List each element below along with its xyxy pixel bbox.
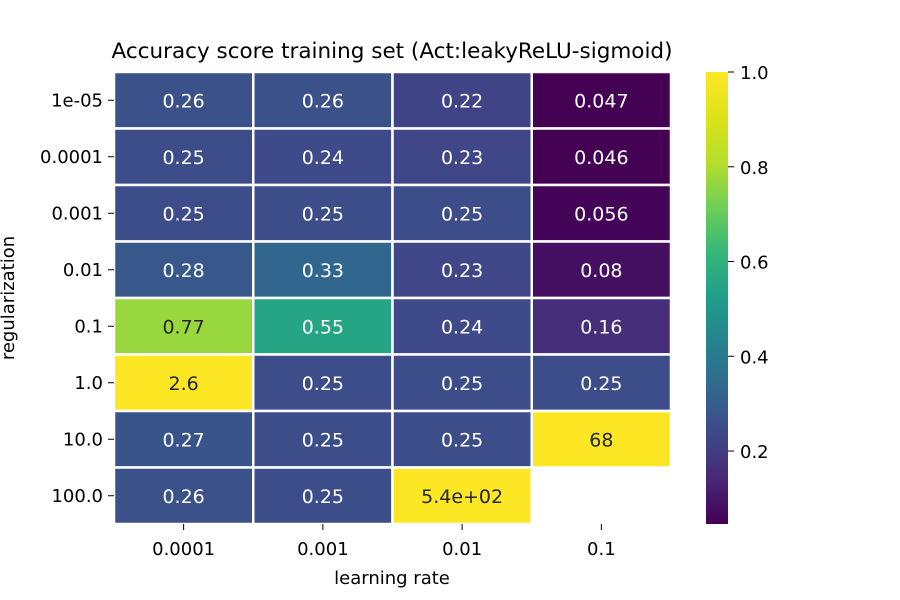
cell-value-label: 68	[589, 429, 613, 451]
cell-value-label: 2.6	[169, 373, 199, 395]
x-tick-label: 0.001	[297, 539, 349, 560]
cell-value-label: 0.26	[162, 486, 204, 508]
y-tick-label: 0.001	[51, 203, 103, 224]
heatmap-cell	[530, 70, 673, 130]
cell-value-label: 0.22	[441, 90, 483, 112]
cell-value-label: 0.25	[302, 373, 344, 395]
cell-value-label: 0.25	[441, 429, 483, 451]
cell-value-label: 0.25	[302, 486, 344, 508]
colorbar-ticks: 0.2 0.4 0.6 0.8 1.0	[728, 63, 769, 463]
cell-value-label: 0.047	[574, 90, 628, 112]
x-tick-label: 0.01	[442, 539, 482, 560]
heatmap-cells	[112, 70, 673, 526]
cell-value-label: 0.26	[302, 90, 344, 112]
heatmap-cell	[252, 353, 394, 413]
y-tick-label: 0.0001	[40, 147, 103, 168]
cell-value-label: 0.046	[574, 147, 628, 169]
heatmap-cell	[391, 466, 533, 526]
y-tick-label: 1.0	[74, 373, 103, 394]
colorbar-tick-label: 0.6	[740, 253, 769, 274]
x-tick-label: 0.1	[587, 539, 616, 560]
y-tick-label: 100.0	[51, 486, 103, 507]
heatmap-cell-labels: 0.26 0.26 0.22 0.047 0.25 0.24 0.23 0.046 0.25 0.…	[162, 90, 628, 508]
cell-value-label: 0.16	[580, 316, 622, 338]
cell-value-label: 0.27	[162, 429, 204, 451]
y-tick-label: 0.1	[74, 316, 103, 337]
y-tick-label: 0.01	[63, 260, 103, 281]
colorbar	[706, 72, 728, 524]
cell-value-label: 0.25	[302, 203, 344, 225]
cell-value-label: 5.4e+02	[421, 486, 503, 508]
cell-value-label: 0.26	[162, 90, 204, 112]
y-axis-ticks: 1e-05 0.0001 0.001 0.01 0.1 1.0 10.0 100.0	[40, 90, 114, 507]
cell-value-label: 0.77	[162, 316, 204, 338]
x-axis-label: learning rate	[334, 568, 450, 589]
cell-value-label: 0.056	[574, 203, 628, 225]
cell-value-label: 0.23	[441, 260, 483, 282]
heatmap-cell	[391, 353, 533, 413]
cell-value-label: 0.25	[441, 373, 483, 395]
cell-value-label: 0.24	[302, 147, 344, 169]
cell-value-label: 0.24	[441, 316, 483, 338]
heatmap-cell	[252, 240, 394, 300]
heatmap-cell	[530, 127, 673, 187]
heatmap-cell	[530, 183, 673, 243]
y-tick-label: 10.0	[63, 429, 103, 450]
heatmap-cell	[530, 353, 673, 413]
heatmap-cell	[252, 183, 394, 243]
heatmap-cell	[530, 409, 673, 469]
colorbar-tick-label: 0.8	[740, 158, 769, 179]
x-axis-ticks: 0.0001 0.001 0.01 0.1	[152, 524, 616, 560]
y-axis-label: regularization	[0, 236, 19, 360]
colorbar-tick-label: 0.2	[740, 442, 769, 463]
heatmap-cell	[530, 240, 673, 300]
colorbar-tick-label: 0.4	[740, 347, 769, 368]
heatmap-cell	[530, 296, 673, 356]
cell-value-label: 0.25	[580, 373, 622, 395]
y-tick-label: 1e-05	[51, 90, 103, 111]
cell-value-label: 0.23	[441, 147, 483, 169]
heatmap-cell	[252, 127, 394, 187]
cell-value-label: 0.25	[162, 147, 204, 169]
colorbar-tick-label: 1.0	[740, 63, 769, 84]
cell-value-label: 0.08	[580, 260, 622, 282]
heatmap-cell	[252, 70, 394, 130]
cell-value-label: 0.25	[302, 429, 344, 451]
heatmap-cell	[391, 409, 533, 469]
cell-value-label: 0.25	[441, 203, 483, 225]
heatmap-cell	[112, 466, 255, 526]
chart-title: Accuracy score training set (Act:leakyRe…	[112, 39, 673, 64]
cell-value-label: 0.25	[162, 203, 204, 225]
cell-value-label: 0.55	[302, 316, 344, 338]
x-tick-label: 0.0001	[152, 539, 215, 560]
cell-value-label: 0.33	[302, 260, 344, 282]
heatmap-cell	[391, 296, 533, 356]
cell-value-label: 0.28	[162, 260, 204, 282]
